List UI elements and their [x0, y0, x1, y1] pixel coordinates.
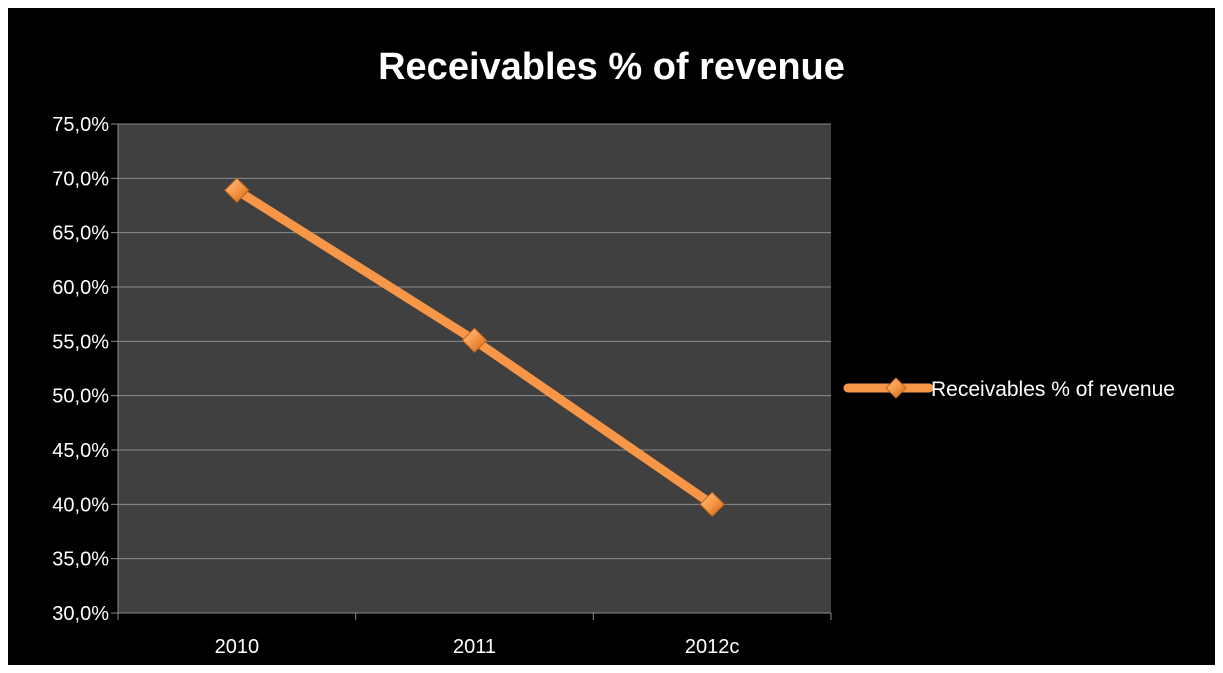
plot-area: [118, 124, 831, 613]
data-point-marker: [699, 491, 725, 518]
data-point-marker: [461, 327, 488, 353]
y-tick-label: 70,0%: [52, 168, 109, 190]
y-tick-label: 55,0%: [52, 331, 109, 353]
legend-marker-icon: [885, 377, 907, 399]
legend-label: Receivables % of revenue: [931, 378, 1175, 401]
chart-title: Receivables % of revenue: [378, 46, 845, 88]
chart-area: Receivables % of revenue 30,0% 35,0% 40,0%…: [8, 8, 1215, 665]
axes: 30,0% 35,0% 40,0% 45,0% 50,0% 55,0% 60,0% 65,0%…: [52, 114, 832, 658]
y-tick-label: 35,0%: [52, 549, 109, 571]
y-tick-label: 40,0%: [52, 494, 109, 516]
y-tick-label: 65,0%: [52, 223, 109, 245]
x-tick-label: 2011: [453, 636, 496, 658]
legend: Receivables % of revenue: [843, 377, 1175, 401]
series-layer: [224, 177, 725, 518]
y-tick-label: 50,0%: [52, 386, 109, 408]
y-tick-label: 60,0%: [52, 277, 109, 299]
chart-canvas: 30,0% 35,0% 40,0% 45,0% 50,0% 55,0% 60,0% 65,0%…: [52, 114, 1175, 658]
y-tick-label: 30,0%: [52, 603, 109, 625]
y-tick-label: 75,0%: [52, 114, 109, 136]
y-tick-label: 45,0%: [52, 440, 109, 462]
x-tick-label: 2012c: [685, 636, 740, 658]
data-point-marker: [224, 177, 250, 203]
x-tick-label: 2010: [215, 636, 260, 658]
